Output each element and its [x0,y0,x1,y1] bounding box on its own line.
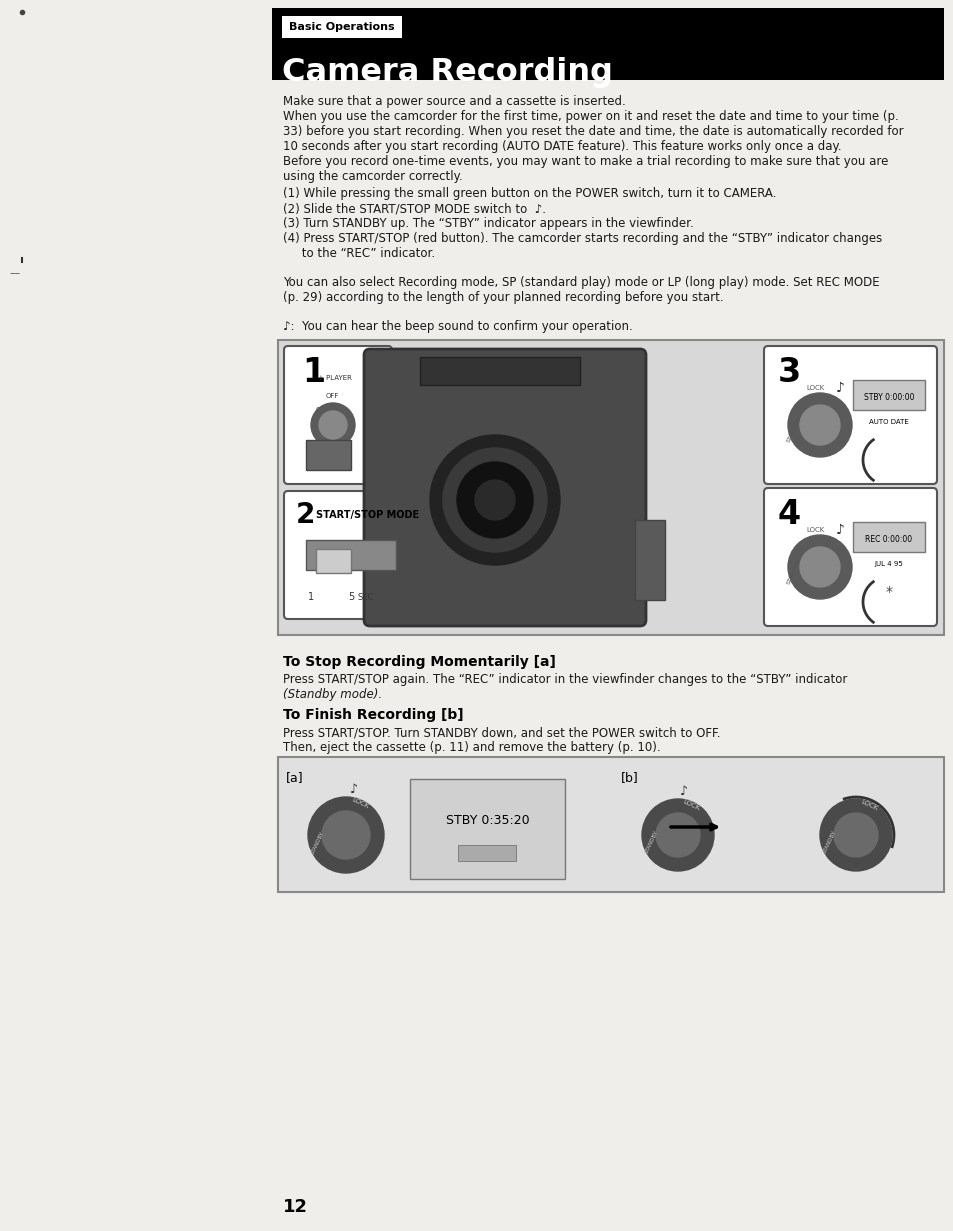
FancyBboxPatch shape [284,491,432,619]
Text: to the “REC” indicator.: to the “REC” indicator. [283,247,435,260]
Text: SEC: SEC [357,593,374,602]
Circle shape [442,448,546,551]
Text: Basic Operations: Basic Operations [289,22,395,32]
Bar [852,380,924,410]
Text: STBY 0:00:00: STBY 0:00:00 [862,394,913,403]
Bar [457,844,516,860]
Text: CAMERA: CAMERA [315,407,345,412]
Text: *: * [884,585,892,599]
Text: When you use the camcorder for the first time, power on it and reset the date an: When you use the camcorder for the first… [283,110,898,123]
Text: STANDBY: STANDBY [310,831,325,856]
Circle shape [833,812,877,857]
Bar [635,519,664,599]
Circle shape [656,812,700,857]
Text: Then, eject the cassette (p. 11) and remove the battery (p. 10).: Then, eject the cassette (p. 11) and rem… [283,741,659,755]
Text: STANDBY: STANDBY [785,556,801,585]
Text: STANDBY: STANDBY [785,415,801,443]
Text: 10 seconds after you start recording (AUTO DATE feature). This feature works onl: 10 seconds after you start recording (AU… [283,140,841,153]
Bar [277,340,943,635]
Circle shape [318,411,347,439]
Text: OFF: OFF [326,393,339,399]
Text: 5: 5 [348,592,354,602]
Circle shape [311,403,355,447]
Text: 2: 2 [295,501,315,529]
Text: (2) Slide the START/STOP MODE switch to  ♪.: (2) Slide the START/STOP MODE switch to … [283,202,545,215]
Text: 1: 1 [308,592,314,602]
FancyBboxPatch shape [763,487,936,627]
Text: STBY 0:35:20: STBY 0:35:20 [445,815,529,827]
Text: To Finish Recording [b]: To Finish Recording [b] [283,708,463,723]
Bar [306,439,351,470]
Circle shape [430,435,559,565]
Text: ♪: ♪ [835,523,844,537]
Text: JUL 4 95: JUL 4 95 [874,561,902,567]
Text: START/STOP MODE: START/STOP MODE [315,510,418,519]
Text: Camera Recording: Camera Recording [282,58,613,89]
Circle shape [787,393,851,457]
Text: To Stop Recording Momentarily [a]: To Stop Recording Momentarily [a] [283,655,556,668]
Text: Make sure that a power source and a cassette is inserted.: Make sure that a power source and a cass… [283,95,625,108]
Text: LOCK: LOCK [859,799,878,811]
Circle shape [787,535,851,599]
Bar [282,16,401,38]
Text: REC 0:00:00: REC 0:00:00 [864,535,912,544]
Text: LOCK: LOCK [805,527,823,533]
Text: [a]: [a] [286,771,303,784]
Text: LOCK: LOCK [805,385,823,391]
Text: ––: –– [10,268,21,278]
Bar [306,540,395,570]
Bar [419,357,579,385]
Text: [b]: [b] [620,771,639,784]
Text: 4: 4 [778,497,801,531]
Bar [272,7,943,80]
Bar [277,757,943,892]
Text: LOCK: LOCK [350,796,369,810]
Text: 1: 1 [302,356,325,389]
Text: 33) before you start recording. When you reset the date and time, the date is au: 33) before you start recording. When you… [283,126,902,138]
Circle shape [308,796,384,873]
Text: STANDBY: STANDBY [643,830,659,854]
Text: (p. 29) according to the length of your planned recording before you start.: (p. 29) according to the length of your … [283,291,723,304]
Text: Before you record one-time events, you may want to make a trial recording to mak: Before you record one-time events, you m… [283,155,887,167]
Text: + PLAYER: + PLAYER [317,375,352,382]
Text: 12: 12 [283,1198,308,1216]
Text: LOCK: LOCK [680,799,700,811]
Text: (1) While pressing the small green button on the POWER switch, turn it to CAMERA: (1) While pressing the small green butto… [283,187,776,199]
Text: using the camcorder correctly.: using the camcorder correctly. [283,170,462,183]
Text: ♪: ♪ [835,382,844,395]
Text: Press START/STOP again. The “REC” indicator in the viewfinder changes to the “ST: Press START/STOP again. The “REC” indica… [283,673,846,686]
Text: AUTO DATE: AUTO DATE [868,419,908,425]
Text: (4) Press START/STOP (red button). The camcorder starts recording and the “STBY”: (4) Press START/STOP (red button). The c… [283,231,882,245]
Circle shape [800,405,840,444]
Text: Press START/STOP. Turn STANDBY down, and set the POWER switch to OFF.: Press START/STOP. Turn STANDBY down, and… [283,726,720,739]
Text: (3) Turn STANDBY up. The “STBY” indicator appears in the viewfinder.: (3) Turn STANDBY up. The “STBY” indicato… [283,217,693,230]
Circle shape [800,547,840,587]
Circle shape [456,462,533,538]
Bar [852,522,924,551]
Text: (Standby mode).: (Standby mode). [283,688,382,700]
Bar [315,549,351,572]
FancyBboxPatch shape [763,346,936,484]
Circle shape [475,480,515,519]
Text: ♪: ♪ [679,784,687,798]
Text: ♪: ♪ [350,783,357,795]
Circle shape [820,799,891,872]
Text: 3: 3 [778,356,801,389]
Text: You can also select Recording mode, SP (standard play) mode or LP (long play) mo: You can also select Recording mode, SP (… [283,276,879,289]
FancyBboxPatch shape [284,346,392,484]
Circle shape [322,811,370,859]
FancyBboxPatch shape [364,350,645,627]
Text: ♪:  You can hear the beep sound to confirm your operation.: ♪: You can hear the beep sound to confir… [283,320,632,334]
Circle shape [641,799,713,872]
Bar [410,779,564,879]
Text: STANDBY: STANDBY [821,830,837,854]
